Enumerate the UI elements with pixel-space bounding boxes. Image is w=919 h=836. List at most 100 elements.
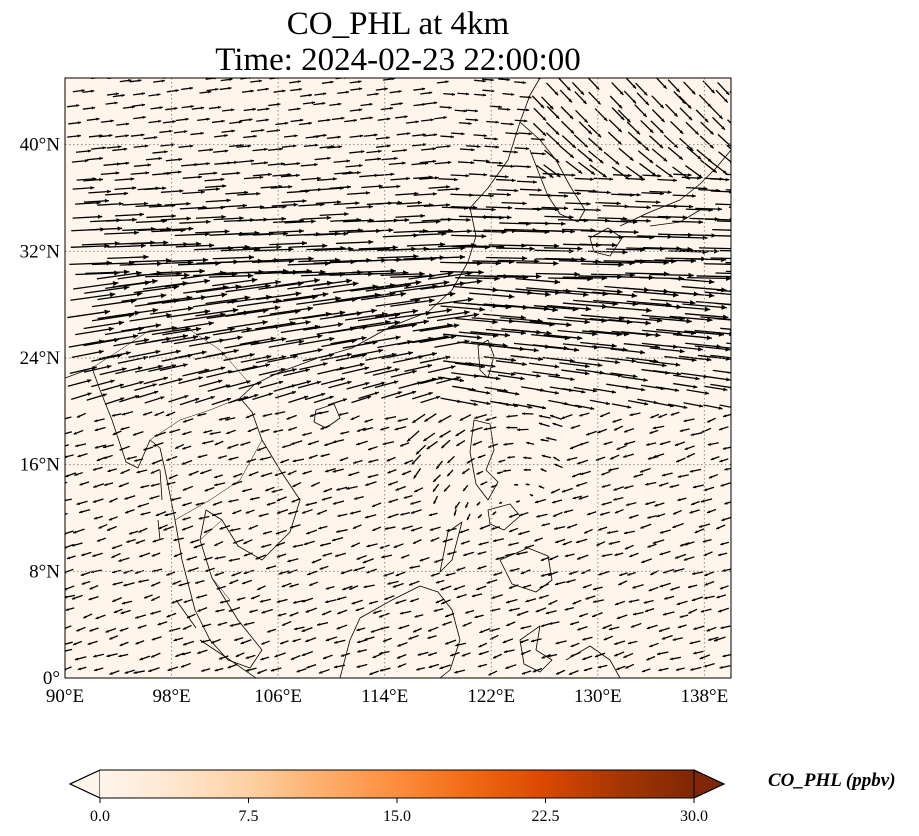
wind-arrow	[178, 581, 190, 587]
y-tick-label: 8°N	[29, 561, 60, 582]
wind-arrow	[293, 599, 305, 604]
wind-arrow	[281, 582, 292, 588]
wind-arrow	[620, 218, 651, 223]
wind-arrow	[85, 269, 130, 275]
wind-arrow	[545, 437, 557, 441]
wind-arrow	[301, 176, 321, 181]
wind-arrow	[364, 514, 377, 519]
wind-arrow	[164, 511, 177, 517]
wind-arrow	[536, 513, 548, 518]
wind-arrow	[214, 667, 224, 672]
y-tick-label: 0°	[43, 668, 60, 689]
wind-arrow	[733, 384, 757, 389]
wind-arrow	[352, 459, 363, 464]
wind-arrow	[683, 402, 704, 408]
wind-arrow	[428, 185, 450, 189]
wind-arrow	[214, 571, 225, 577]
wind-arrow	[322, 654, 333, 660]
wind-arrow	[546, 105, 560, 120]
wind-arrow	[455, 642, 467, 647]
wind-arrow	[75, 326, 115, 336]
wind-arrow	[218, 655, 229, 660]
wind-arrow	[281, 620, 292, 627]
wind-arrow	[325, 599, 337, 604]
wind-arrow	[554, 581, 566, 586]
wind-arrow	[134, 364, 163, 373]
wind-arrow	[413, 192, 437, 196]
wind-arrow	[397, 417, 409, 422]
wind-arrow	[340, 430, 350, 435]
wind-arrow	[653, 369, 682, 376]
wind-arrow	[566, 523, 578, 529]
wind-arrow	[106, 92, 119, 96]
wind-arrow	[651, 109, 666, 123]
wind-arrow	[672, 220, 704, 225]
wind-arrow	[258, 367, 286, 376]
wind-arrow	[197, 649, 208, 655]
wind-arrow	[113, 338, 150, 347]
wind-arrow	[144, 186, 167, 191]
wind-arrow	[281, 444, 292, 448]
wind-arrow	[340, 652, 351, 657]
wind-arrow	[639, 467, 651, 473]
wind-arrow	[71, 594, 83, 600]
wind-arrow	[356, 440, 368, 446]
wind-arrow	[624, 544, 634, 550]
wind-arrow	[268, 102, 281, 107]
wind-arrow	[197, 148, 214, 152]
wind-arrow	[613, 496, 624, 501]
wind-arrow	[128, 349, 161, 358]
wind-arrow	[395, 115, 408, 119]
wind-arrow	[284, 219, 316, 224]
wind-arrow	[717, 82, 730, 96]
wind-arrow	[318, 668, 330, 674]
wind-arrow	[439, 430, 452, 439]
wind-arrow	[327, 398, 348, 406]
wind-arrow	[413, 87, 426, 91]
wind-arrow	[651, 95, 665, 109]
wind-arrow	[214, 482, 226, 487]
wind-arrow	[134, 458, 144, 462]
wind-arrow	[360, 73, 372, 76]
wind-arrow	[120, 609, 131, 615]
wind-arrow	[578, 161, 596, 176]
wind-arrow	[410, 526, 423, 532]
wind-arrow	[394, 426, 407, 431]
wind-arrow	[78, 509, 91, 514]
wind-arrow	[134, 383, 157, 391]
wind-arrow	[333, 664, 346, 669]
wind-arrow	[720, 541, 730, 546]
wind-arrow	[84, 285, 130, 294]
wind-arrow	[732, 400, 752, 405]
wind-arrow	[543, 164, 561, 178]
wind-arrow	[410, 509, 422, 514]
wind-arrow	[135, 614, 147, 619]
wind-arrow	[476, 501, 481, 506]
wind-arrow	[271, 256, 314, 262]
wind-arrow	[288, 107, 301, 111]
wind-arrow	[320, 453, 330, 458]
wind-arrow	[248, 471, 259, 477]
wind-arrow	[727, 119, 731, 125]
wind-arrow	[713, 636, 726, 642]
wind-arrow	[356, 554, 367, 561]
wind-arrow	[580, 470, 591, 476]
wind-arrow	[684, 541, 695, 546]
wind-arrow	[182, 485, 194, 491]
wind-arrow	[120, 380, 144, 389]
wind-arrow	[403, 459, 414, 465]
wind-arrow	[722, 446, 731, 450]
wind-arrow	[608, 626, 620, 631]
wind-arrow	[287, 470, 297, 476]
wind-arrow	[525, 483, 530, 486]
wind-arrow	[576, 459, 589, 465]
wind-arrow	[286, 414, 297, 420]
wind-arrow	[508, 607, 520, 612]
wind-arrow	[617, 109, 631, 123]
wind-arrow	[707, 636, 719, 641]
wind-arrow	[676, 600, 688, 606]
wind-arrow	[505, 664, 517, 670]
wind-arrow	[362, 558, 374, 564]
wind-arrow	[677, 497, 687, 502]
wind-arrow	[720, 327, 731, 330]
